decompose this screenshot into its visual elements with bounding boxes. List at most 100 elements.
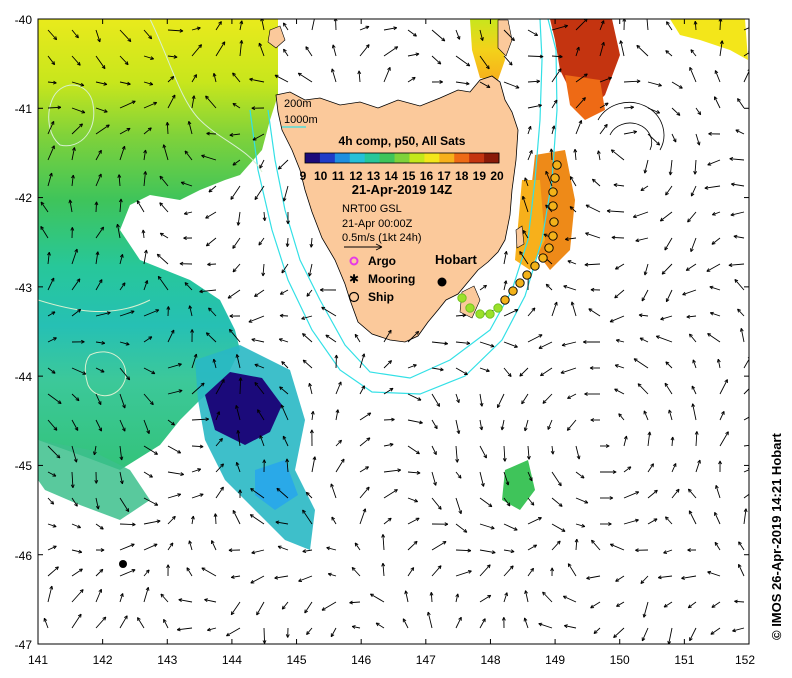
current-arrow <box>615 364 625 369</box>
current-arrow-head <box>221 379 225 383</box>
current-arrow-head <box>119 254 124 258</box>
current-arrow-head <box>635 518 639 523</box>
current-arrow <box>738 541 745 551</box>
current-arrow-head <box>581 523 586 528</box>
current-arrow <box>527 150 533 161</box>
current-arrow-head <box>228 548 233 553</box>
current-arrow <box>479 497 493 507</box>
current-arrow-head <box>550 450 555 455</box>
current-arrow-head <box>567 563 572 568</box>
current-arrow <box>143 249 147 265</box>
current-arrow-head <box>51 311 56 316</box>
current-arrow <box>47 497 55 505</box>
current-arrow-head <box>721 410 725 415</box>
current-arrow-head <box>415 330 420 335</box>
current-arrow <box>178 599 193 603</box>
current-arrow-head <box>747 68 749 71</box>
current-arrow-head <box>486 564 491 569</box>
current-arrow <box>40 226 49 239</box>
current-arrow-head <box>145 586 150 591</box>
current-arrow <box>714 70 721 83</box>
current-arrow <box>613 184 625 187</box>
current-arrow-head <box>92 451 97 456</box>
current-arrow-head <box>737 308 741 313</box>
current-arrow-head <box>444 522 449 527</box>
current-arrow <box>283 185 289 202</box>
current-arrow-head <box>117 174 122 178</box>
current-arrow <box>545 171 553 187</box>
current-arrow-head <box>441 37 446 42</box>
current-arrow <box>455 419 460 434</box>
current-arrow-head <box>354 542 359 547</box>
current-arrow <box>308 263 313 277</box>
current-arrow <box>119 81 131 85</box>
current-arrow <box>669 159 673 176</box>
colorbar-tick-label: 12 <box>349 169 363 183</box>
current-arrow <box>455 445 458 463</box>
current-arrow <box>503 523 518 531</box>
current-arrow <box>575 120 582 135</box>
current-arrow <box>694 159 697 175</box>
current-arrow <box>643 410 649 421</box>
current-arrow <box>383 360 392 369</box>
current-arrow-head <box>305 491 310 496</box>
current-arrow <box>239 377 242 395</box>
current-arrow <box>281 361 289 369</box>
current-arrow <box>71 393 80 402</box>
current-arrow <box>306 289 313 297</box>
current-arrow-head <box>221 41 226 46</box>
ship-track-point <box>530 261 540 271</box>
current-arrow-head <box>220 463 225 468</box>
current-arrow-head <box>653 489 658 494</box>
current-arrow <box>527 307 536 317</box>
current-arrow-head <box>590 418 595 422</box>
current-arrow <box>671 81 683 89</box>
current-arrow <box>143 393 154 406</box>
current-arrow <box>383 489 398 499</box>
current-arrow-head <box>560 370 565 374</box>
current-arrow <box>191 418 209 421</box>
current-arrow-head <box>411 76 416 81</box>
current-arrow <box>639 337 649 343</box>
current-arrow-head <box>751 383 754 386</box>
current-arrow-head <box>120 593 124 597</box>
current-arrow <box>599 102 609 109</box>
current-arrow <box>302 333 313 343</box>
current-arrow-head <box>665 516 669 521</box>
current-arrow-head <box>153 101 158 106</box>
current-arrow-head <box>118 198 123 203</box>
current-arrow <box>254 363 265 369</box>
current-arrow-head <box>191 95 196 100</box>
current-arrow <box>569 206 577 213</box>
current-arrow-head <box>201 154 205 159</box>
current-arrow <box>71 419 79 431</box>
current-arrow-head <box>576 455 581 460</box>
current-arrow <box>407 393 422 401</box>
current-arrow <box>43 618 49 629</box>
ship-icon <box>348 291 360 303</box>
current-arrow <box>692 359 697 369</box>
current-arrow <box>732 627 745 632</box>
current-arrow <box>119 310 135 317</box>
current-arrow-head <box>282 435 287 440</box>
current-arrow-head <box>207 262 211 267</box>
current-arrow <box>232 159 241 166</box>
current-arrow <box>503 280 507 291</box>
current-arrow <box>310 237 313 248</box>
current-arrow-head <box>668 171 673 176</box>
current-arrow-head <box>156 253 161 258</box>
current-arrow <box>609 315 625 323</box>
current-arrow-head <box>126 81 131 86</box>
current-arrow-head <box>212 358 217 363</box>
current-arrow <box>641 289 649 302</box>
current-arrow-head <box>434 425 438 430</box>
current-arrow-head <box>43 617 48 622</box>
current-arrow-head <box>402 618 407 623</box>
current-arrow <box>503 81 520 89</box>
current-arrow-head <box>491 550 496 555</box>
current-arrow <box>143 569 150 577</box>
current-arrow-head <box>277 545 282 550</box>
current-arrow <box>186 567 193 577</box>
current-arrow-head <box>606 209 611 213</box>
current-arrow-head <box>693 170 698 175</box>
